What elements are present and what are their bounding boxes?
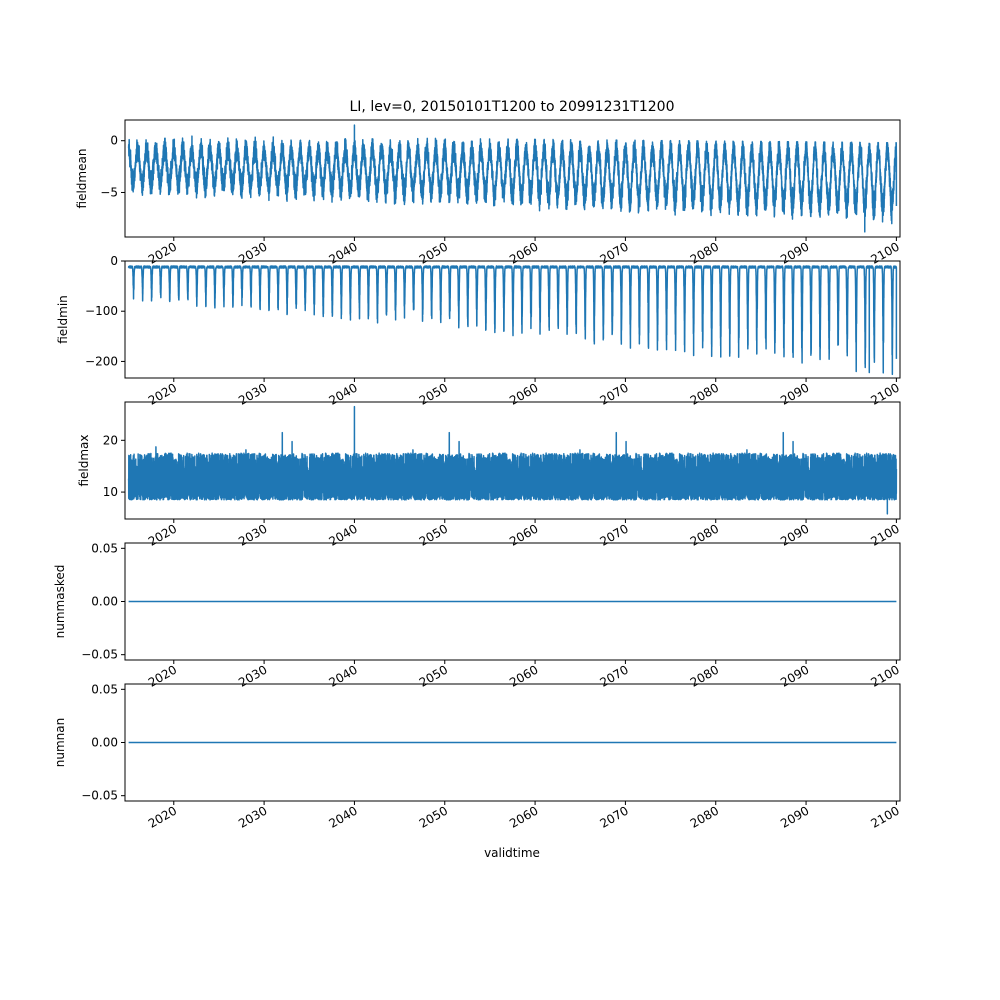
y-tick-label: 0.00	[91, 595, 118, 609]
y-tick-label: −0.05	[81, 648, 118, 662]
y-tick-label: −100	[85, 304, 118, 318]
y-tick-label: 0.05	[91, 541, 118, 555]
y-tick-label: 0	[110, 254, 118, 268]
y-tick-label: 0	[110, 134, 118, 148]
y-axis-label: numnan	[53, 718, 67, 767]
series-line-fieldmean	[127, 124, 898, 233]
axes-frame-fieldmin	[124, 260, 901, 379]
y-axis-label: fieldmax	[77, 434, 91, 486]
chart-title: LI, lev=0, 20150101T1200 to 20991231T120…	[350, 99, 675, 115]
y-tick-label: 0.00	[91, 736, 118, 750]
y-tick-label: 20	[103, 433, 118, 447]
y-tick-label: −200	[85, 354, 118, 368]
y-tick-label: 0.05	[91, 682, 118, 696]
axes-frame-fieldmean	[124, 119, 901, 238]
axes-frame-fieldmax	[124, 401, 901, 520]
y-axis-label: fieldmean	[75, 149, 89, 209]
y-axis-label: fieldmin	[56, 295, 70, 344]
series-line-fieldmax	[127, 405, 898, 515]
x-axis-label: validtime	[484, 846, 540, 860]
y-tick-label: −5	[100, 185, 118, 199]
series-line-fieldmin	[127, 265, 898, 376]
y-tick-label: 10	[103, 485, 118, 499]
y-axis-label: nummasked	[53, 565, 67, 639]
y-tick-label: −0.05	[81, 789, 118, 803]
